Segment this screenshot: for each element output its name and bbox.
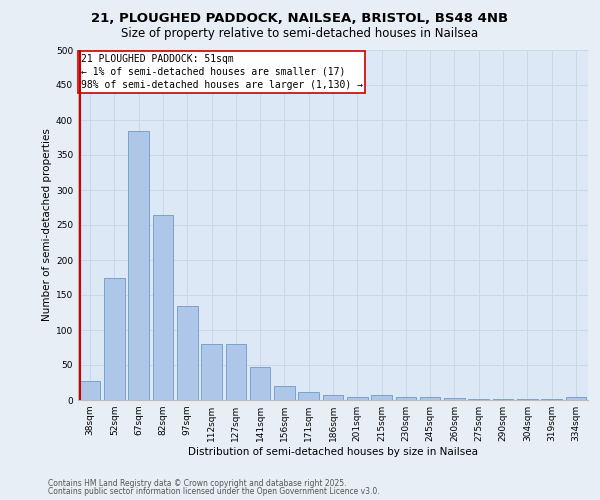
Bar <box>128 130 149 400</box>
Text: 21, PLOUGHED PADDOCK, NAILSEA, BRISTOL, BS48 4NB: 21, PLOUGHED PADDOCK, NAILSEA, BRISTOL, … <box>91 12 509 26</box>
Bar <box>250 367 271 400</box>
Bar <box>469 398 489 400</box>
Y-axis label: Number of semi-detached properties: Number of semi-detached properties <box>42 128 52 322</box>
Bar <box>298 392 319 400</box>
Bar <box>201 344 222 400</box>
Bar <box>104 278 125 400</box>
Text: Contains HM Land Registry data © Crown copyright and database right 2025.: Contains HM Land Registry data © Crown c… <box>48 478 347 488</box>
Bar <box>420 396 440 400</box>
Bar <box>274 386 295 400</box>
Bar <box>323 395 343 400</box>
Bar <box>517 398 538 400</box>
Bar <box>371 395 392 400</box>
Bar <box>493 398 514 400</box>
Bar <box>395 396 416 400</box>
Bar <box>80 381 100 400</box>
Bar <box>347 396 368 400</box>
Text: 21 PLOUGHED PADDOCK: 51sqm
← 1% of semi-detached houses are smaller (17)
98% of : 21 PLOUGHED PADDOCK: 51sqm ← 1% of semi-… <box>80 54 362 90</box>
Bar <box>566 396 586 400</box>
Text: Size of property relative to semi-detached houses in Nailsea: Size of property relative to semi-detach… <box>121 28 479 40</box>
Bar <box>177 306 197 400</box>
Text: Contains public sector information licensed under the Open Government Licence v3: Contains public sector information licen… <box>48 487 380 496</box>
Bar <box>152 214 173 400</box>
Bar <box>226 344 246 400</box>
Bar <box>444 398 465 400</box>
X-axis label: Distribution of semi-detached houses by size in Nailsea: Distribution of semi-detached houses by … <box>188 447 478 457</box>
